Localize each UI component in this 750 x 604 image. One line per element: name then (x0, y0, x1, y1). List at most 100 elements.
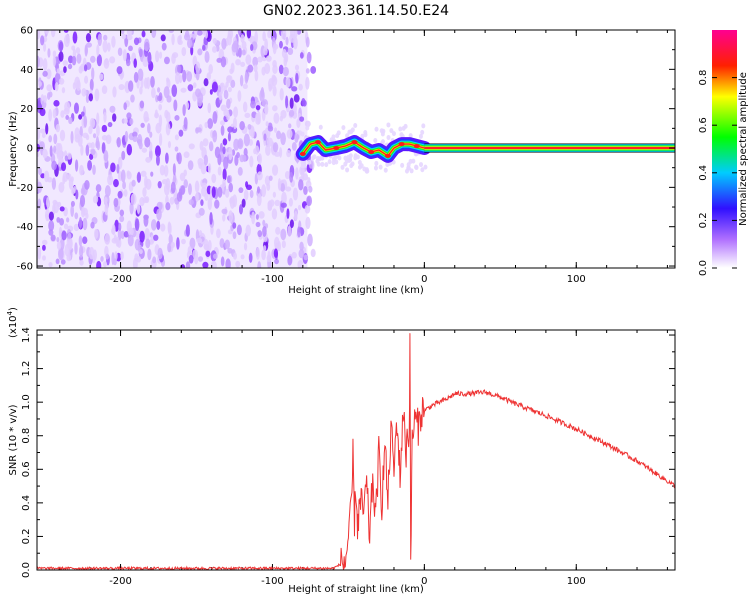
noise-speckle (279, 88, 284, 101)
noise-speckle (80, 206, 86, 218)
noise-speckle (41, 239, 48, 246)
snr-xtick-label: -200 (109, 576, 132, 587)
noise-speckle (119, 72, 124, 80)
noise-speckle (156, 208, 162, 221)
noise-speckle (288, 109, 295, 117)
noise-speckle (288, 197, 293, 207)
transition-halo (331, 134, 336, 140)
noise-speckle (242, 101, 248, 113)
noise-speckle (197, 92, 204, 104)
noise-speckle (133, 37, 140, 46)
noise-speckle (254, 70, 259, 82)
noise-speckle (166, 78, 171, 89)
noise-speckle (88, 246, 95, 260)
noise-speckle (224, 188, 230, 198)
noise-speckle (261, 249, 266, 261)
noise-speckle (66, 253, 72, 262)
noise-speckle (238, 204, 243, 215)
noise-speckle (204, 121, 209, 129)
noise-speckle (97, 33, 103, 47)
noise-speckle (298, 249, 305, 259)
noise-speckle (167, 221, 171, 233)
noise-speckle (262, 225, 267, 237)
noise-speckle (126, 143, 133, 156)
noise-speckle (201, 186, 207, 197)
noise-speckle (249, 189, 254, 199)
noise-speckle (193, 30, 198, 38)
noise-speckle (128, 80, 134, 92)
noise-speckle (58, 51, 64, 62)
noise-speckle (301, 97, 306, 107)
noise-speckle (122, 181, 126, 190)
noise-speckle (291, 251, 297, 259)
noise-speckle (196, 237, 203, 244)
noise-speckle (117, 227, 122, 241)
noise-speckle (186, 71, 193, 82)
noise-speckle (226, 75, 232, 84)
spectrogram-ylabel: Frequency (Hz) (8, 111, 19, 187)
noise-speckle (95, 184, 102, 193)
noise-speckle (211, 46, 217, 53)
noise-speckle (94, 228, 99, 239)
transition-halo (341, 125, 346, 131)
snr-ticks: -200 -100 0 100 0.0 0.2 0.4 0.6 0.8 1.0 1.2 1.4 (21, 327, 675, 587)
noise-speckle (165, 152, 169, 164)
noise-speckle (142, 197, 149, 203)
noise-speckle (52, 108, 57, 119)
noise-speckle (40, 35, 45, 46)
noise-speckle (211, 186, 216, 198)
noise-speckle (139, 100, 145, 109)
noise-speckle (217, 166, 222, 176)
noise-speckle (50, 234, 56, 242)
noise-speckle (42, 244, 46, 251)
noise-speckle (64, 101, 71, 112)
noise-speckle (58, 41, 64, 52)
noise-speckle (228, 182, 233, 193)
noise-speckle (133, 58, 137, 69)
noise-speckle (103, 111, 107, 123)
noise-speckle (263, 46, 268, 56)
noise-speckle (133, 71, 139, 83)
noise-speckle (107, 121, 113, 128)
noise-speckle (208, 64, 213, 75)
noise-speckle (303, 185, 308, 196)
noise-speckle (94, 88, 100, 102)
spectrogram-ytick-label: -60 (17, 262, 33, 273)
noise-speckle (57, 143, 63, 156)
noise-speckle (243, 242, 248, 251)
noise-speckle (185, 101, 190, 110)
noise-speckle (173, 99, 178, 112)
noise-speckle (138, 249, 143, 255)
transition-halo (359, 163, 364, 169)
transition-peak (333, 146, 340, 151)
spectrogram-ytick-label: -20 (17, 183, 33, 194)
noise-speckle (147, 123, 151, 134)
noise-speckle (158, 92, 163, 101)
noise-speckle (281, 191, 287, 205)
noise-speckle (143, 77, 149, 89)
noise-speckle (254, 30, 258, 44)
transition-halo (300, 131, 305, 137)
noise-speckle (227, 86, 232, 93)
noise-speckle (246, 30, 252, 39)
noise-speckle (222, 138, 228, 146)
noise-speckle (112, 113, 117, 122)
noise-speckle (305, 36, 310, 48)
noise-speckle (212, 111, 218, 124)
noise-speckle (142, 187, 147, 198)
noise-speckle (70, 200, 75, 207)
noise-speckle (84, 75, 89, 84)
noise-speckle (183, 179, 188, 189)
noise-speckle (38, 80, 42, 87)
noise-speckle (197, 48, 203, 56)
transition-halo (400, 162, 405, 168)
noise-speckle (204, 51, 210, 63)
noise-speckle (286, 129, 293, 139)
noise-speckle (229, 68, 234, 75)
noise-speckle (122, 49, 127, 62)
noise-speckle (85, 144, 90, 157)
noise-speckle (183, 33, 190, 41)
noise-speckle (171, 33, 175, 46)
